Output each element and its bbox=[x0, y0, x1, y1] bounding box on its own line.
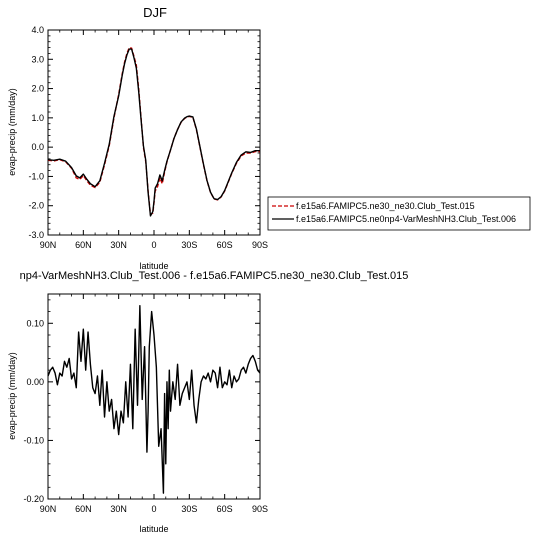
top-y-axis-label: evap-precip (mm/day) bbox=[7, 88, 17, 176]
legend-label-series-2: f.e15a6.FAMIPC5.ne0np4-VarMeshNH3.Club_T… bbox=[296, 214, 516, 224]
top-x-tick-label: 30S bbox=[181, 240, 197, 250]
top-y-tick-label: -1.0 bbox=[28, 171, 44, 181]
top-x-tick-label: 90N bbox=[40, 240, 57, 250]
bottom-series-lines bbox=[47, 305, 261, 494]
top-x-tick-label: 30N bbox=[110, 240, 127, 250]
legend: f.e15a6.FAMIPC5.ne30_ne30.Club_Test.015 … bbox=[267, 196, 531, 231]
bottom-plot-frame bbox=[47, 293, 261, 500]
bottom-panel: np4-VarMeshNH3.Club_Test.006 - f.e15a6.F… bbox=[7, 270, 408, 534]
top-y-tick-label: 2.0 bbox=[31, 84, 44, 94]
top-y-tick-label: 1.0 bbox=[31, 113, 44, 123]
bottom-y-tick-label: -0.10 bbox=[23, 435, 44, 445]
bottom-x-tick-label: 30S bbox=[181, 504, 197, 514]
legend-box bbox=[267, 196, 531, 231]
top-x-axis-label: latitude bbox=[139, 261, 168, 271]
bottom-x-tick-label: 90N bbox=[40, 504, 57, 514]
top-y-tick-label: -3.0 bbox=[28, 230, 44, 240]
top-y-tick-label: 4.0 bbox=[31, 25, 44, 35]
bottom-y-tick-label: 0.10 bbox=[26, 318, 44, 328]
top-chart-title: DJF bbox=[143, 5, 167, 20]
top-y-tick-label: 0.0 bbox=[31, 142, 44, 152]
bottom-x-tick-label: 0 bbox=[151, 504, 156, 514]
bottom-x-tick-label: 60S bbox=[217, 504, 233, 514]
top-series-line-2 bbox=[47, 48, 260, 217]
top-x-tick-label: 60N bbox=[75, 240, 92, 250]
bottom-x-tick-label: 30N bbox=[110, 504, 127, 514]
top-x-tick-label: 60S bbox=[217, 240, 233, 250]
bottom-ticks: 90N 60N 30N 0 30S 60S 90S -0.20 -0.10 0.00 0.10 bbox=[23, 294, 268, 514]
bottom-y-tick-label: 0.00 bbox=[26, 377, 44, 387]
top-y-tick-label: -2.0 bbox=[28, 201, 44, 211]
legend-label-series-1: f.e15a6.FAMIPC5.ne30_ne30.Club_Test.015 bbox=[296, 201, 475, 211]
top-ticks: 90N 60N 30N 0 30S 60S 90S -3.0 -2.0 -1.0 0.0 1.0 2.0… bbox=[28, 25, 268, 250]
top-x-tick-label: 90S bbox=[252, 240, 268, 250]
bottom-y-tick-label: -0.20 bbox=[23, 494, 44, 504]
top-series-lines bbox=[47, 46, 260, 217]
top-panel: DJF latitude evap-precip (mm/day) 90N 60N… bbox=[7, 5, 268, 271]
bottom-series-line-1 bbox=[47, 305, 261, 494]
top-series-line-1 bbox=[47, 46, 260, 216]
bottom-y-axis-label: evap-precip (mm/day) bbox=[7, 352, 17, 440]
top-y-tick-label: 3.0 bbox=[31, 54, 44, 64]
bottom-x-tick-label: 90S bbox=[252, 504, 268, 514]
bottom-x-tick-label: 60N bbox=[75, 504, 92, 514]
top-x-tick-label: 0 bbox=[151, 240, 156, 250]
bottom-x-axis-label: latitude bbox=[139, 524, 168, 534]
bottom-chart-title: np4-VarMeshNH3.Club_Test.006 - f.e15a6.F… bbox=[20, 270, 409, 282]
